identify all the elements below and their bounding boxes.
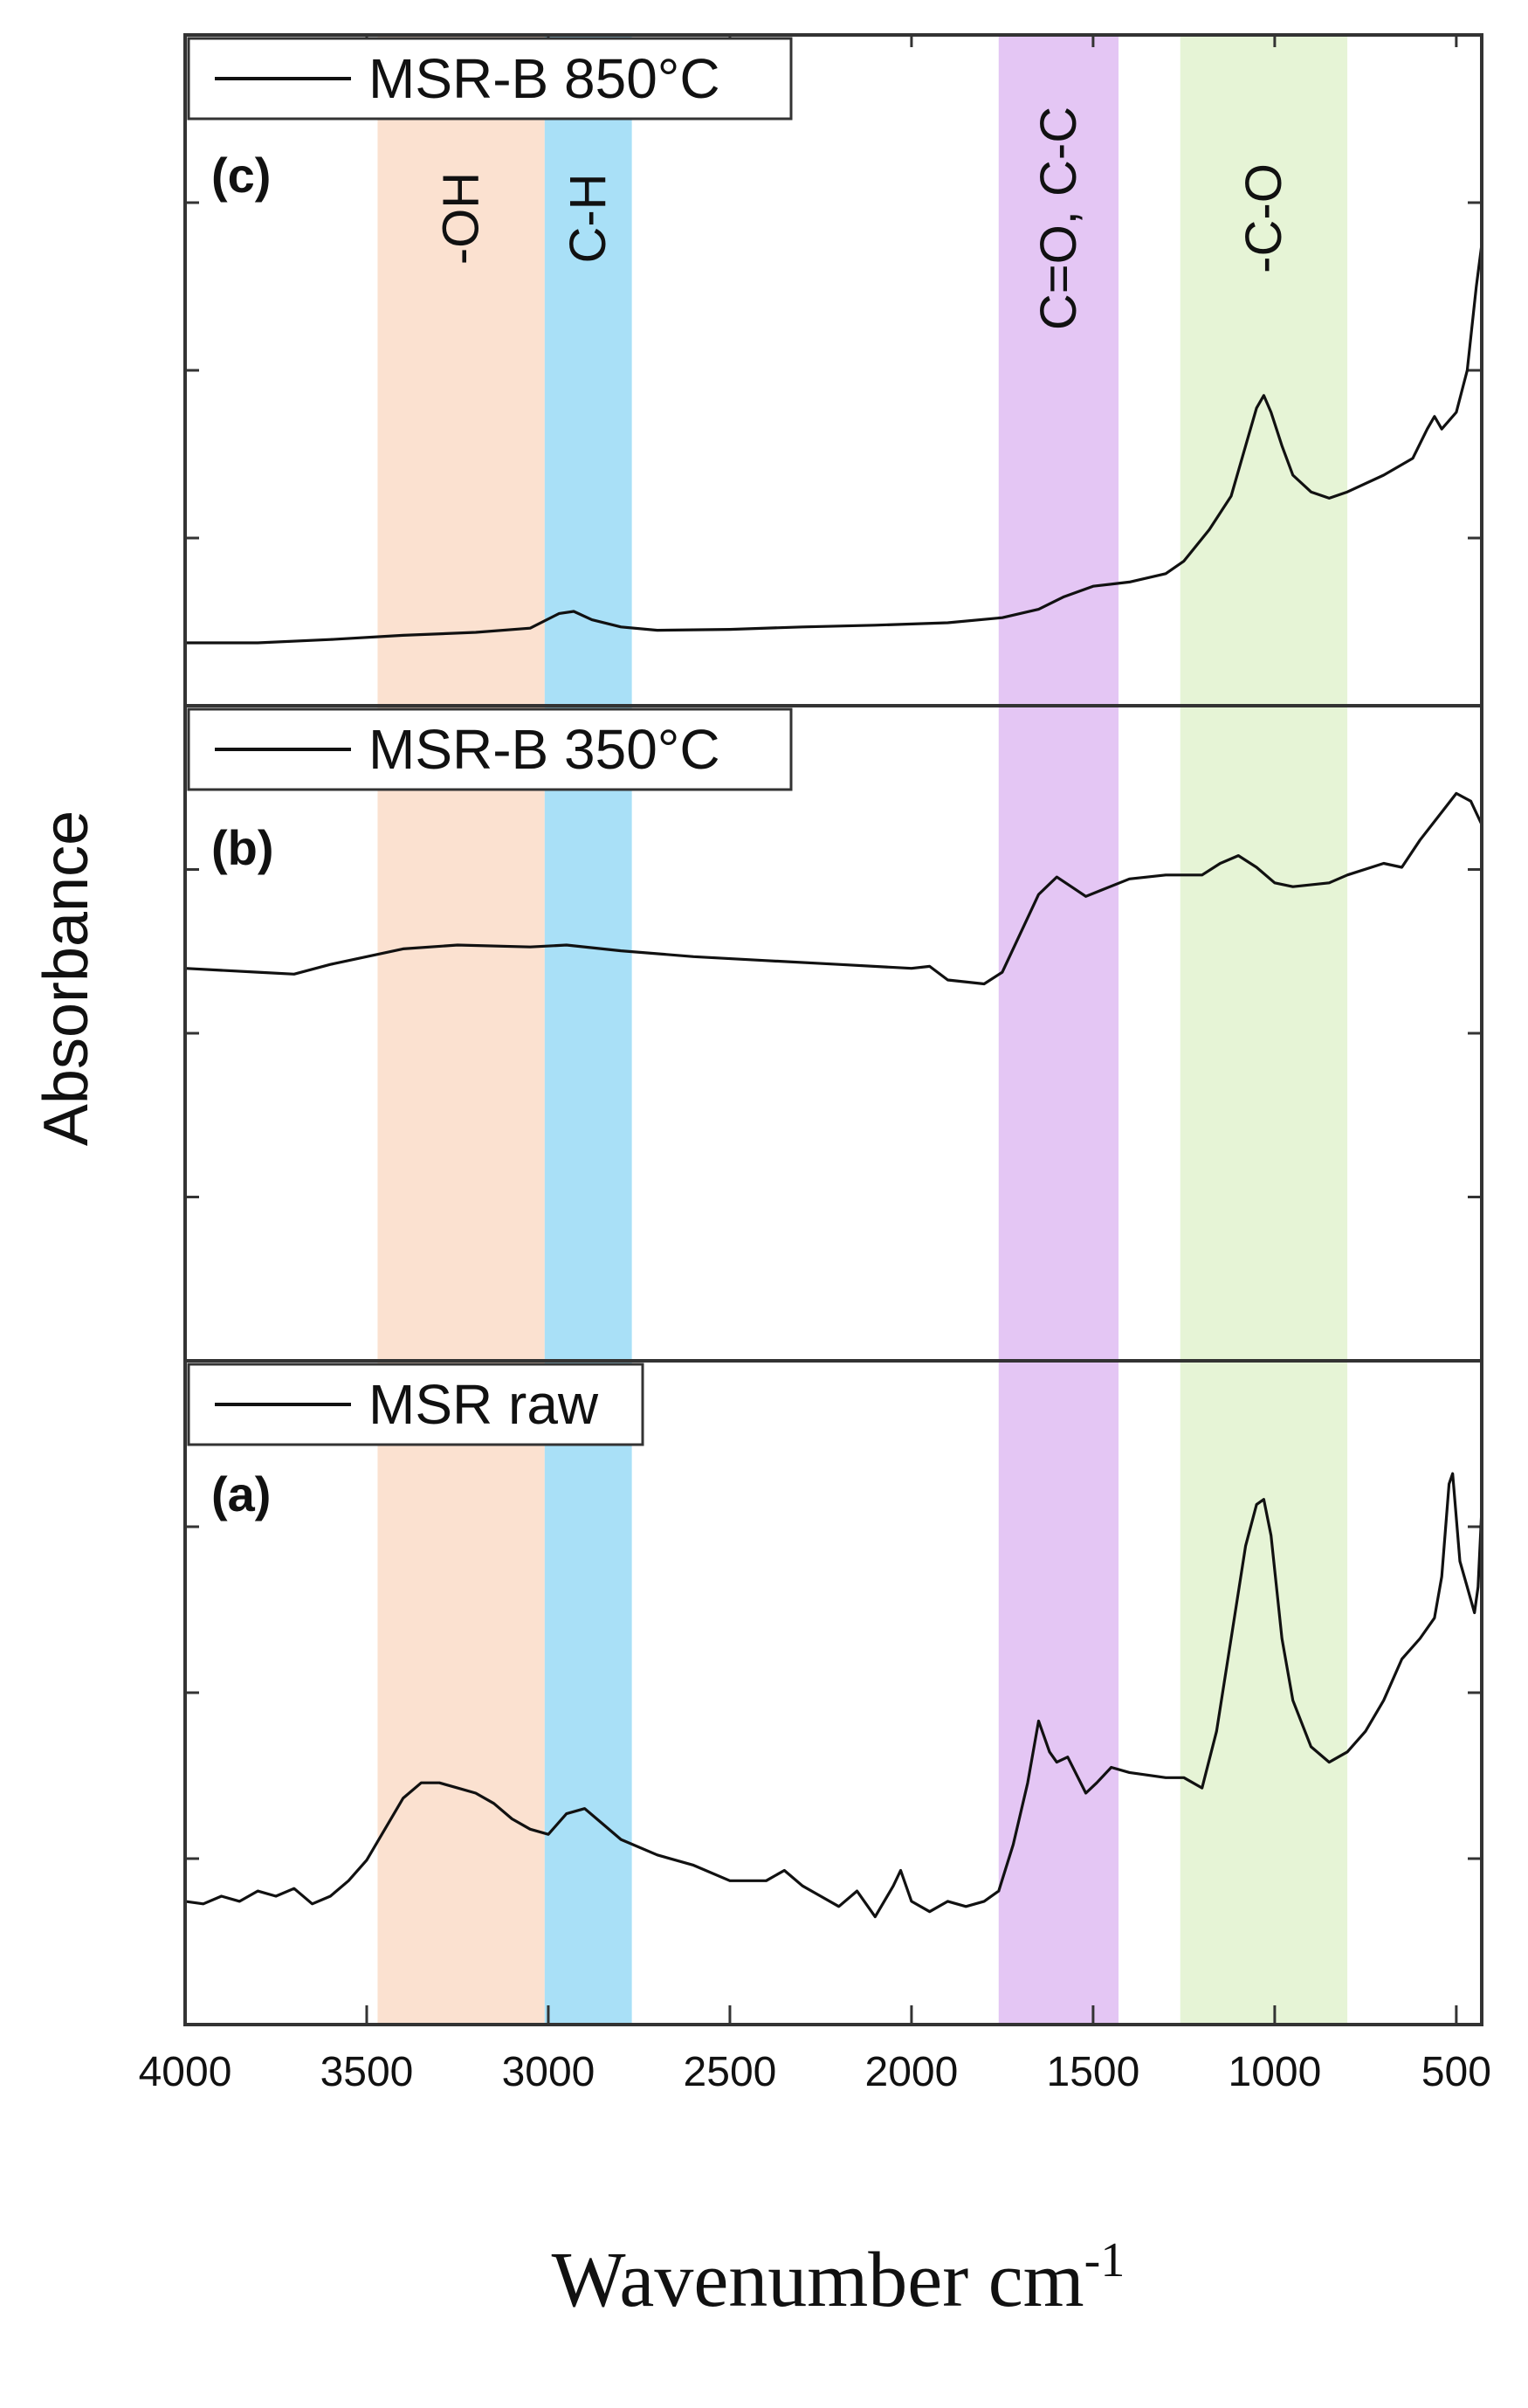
spectrum-line-2 <box>184 1472 1483 1919</box>
x-tick-label-6: 1000 <box>1229 2049 1322 2095</box>
legend-layer: MSR-B 850°C (c) MSR-B 350°C (b) MSR raw (a) <box>187 37 793 1521</box>
x-tick-label-2: 3000 <box>502 2049 595 2095</box>
panel-frame-layer <box>183 33 1483 2026</box>
x-axis-label-text: Wavenumber cm <box>552 2237 1084 2323</box>
panel-tag-0: (c) <box>211 148 271 203</box>
band-label-2: C=O, C-C <box>1030 107 1087 330</box>
band-label-3: -C-O <box>1235 163 1292 273</box>
band-0 <box>377 35 545 2025</box>
x-tick-label-layer: 4000 3500 3000 2500 2000 1500 1000 500 <box>139 2049 1491 2095</box>
x-axis-label: Wavenumber cm-1 <box>552 2233 1125 2323</box>
x-tick-label-7: 500 <box>1421 2049 1491 2095</box>
band-layer <box>377 35 1348 2025</box>
x-tick-label-5: 1500 <box>1047 2049 1140 2095</box>
x-tick-label-1: 3500 <box>320 2049 414 2095</box>
legend-label-2: MSR raw <box>368 1373 599 1436</box>
spectrum-line-1 <box>184 791 1483 986</box>
spectrum-line-0 <box>185 244 1483 645</box>
band-1 <box>544 35 632 2025</box>
panel-tag-2: (a) <box>211 1466 271 1521</box>
panel-frame-2 <box>183 1359 1483 2026</box>
y-axis-label: Absorbance <box>31 811 101 1146</box>
band-3 <box>1180 35 1348 2025</box>
band-label-0: -OH <box>433 172 490 265</box>
panel-tag-1: (b) <box>211 820 274 875</box>
legend-label-1: MSR-B 350°C <box>368 718 720 781</box>
x-tick-label-0: 4000 <box>139 2049 232 2095</box>
curve-layer <box>184 244 1483 1919</box>
x-tick-label-4: 2000 <box>865 2049 959 2095</box>
band-2 <box>998 35 1119 2025</box>
x-axis-label-superscript: -1 <box>1084 2233 1125 2287</box>
legend-label-0: MSR-B 850°C <box>368 47 720 110</box>
x-tick-label-3: 2500 <box>684 2049 777 2095</box>
band-label-layer: -OH C-H C=O, C-C -C-O <box>433 107 1292 330</box>
band-label-1: C-H <box>560 173 616 263</box>
